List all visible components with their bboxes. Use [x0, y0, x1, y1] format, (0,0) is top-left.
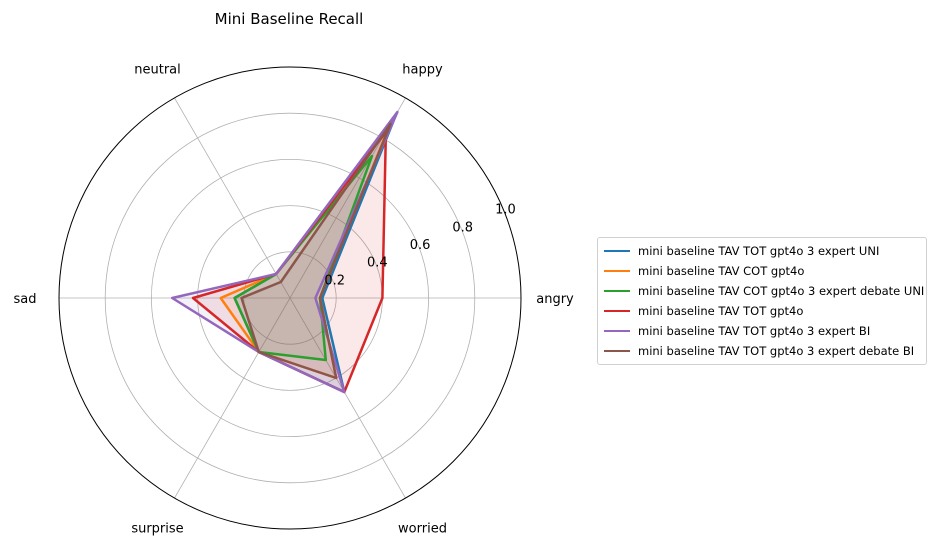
legend-label: mini baseline TAV TOT gpt4o — [638, 304, 804, 318]
radar-series — [170, 110, 399, 394]
category-label: surprise — [131, 521, 183, 536]
legend-swatch — [604, 310, 630, 312]
polar-frame — [58, 66, 522, 530]
radial-tick-label: 1.0 — [495, 203, 516, 218]
radial-tick-label: 0.4 — [367, 256, 388, 271]
legend-item: mini baseline TAV TOT gpt4o 3 expert BI — [604, 321, 920, 341]
legend-label: mini baseline TAV TOT gpt4o 3 expert deb… — [638, 344, 915, 358]
category-label: sad — [14, 292, 37, 307]
legend-swatch — [604, 270, 630, 272]
radial-tick-label: 0.8 — [452, 220, 473, 235]
category-label: angry — [536, 292, 574, 307]
radar-labels: 0.2 0.4 0.6 0.8 1.0 angry happy neutral sad surpr… — [14, 63, 575, 537]
legend-swatch — [604, 350, 630, 352]
series-line — [240, 122, 392, 380]
legend-swatch — [604, 250, 630, 252]
series-line — [233, 154, 374, 362]
legend-item: mini baseline TAV COT gpt4o — [604, 261, 920, 281]
grid-spoke — [174, 97, 291, 299]
radial-tick-label: 0.6 — [410, 238, 431, 253]
grid-spoke — [174, 297, 291, 499]
series-fill — [241, 124, 391, 378]
chart-title: Mini Baseline Recall — [215, 10, 364, 28]
legend-label: mini baseline TAV TOT gpt4o 3 expert BI — [638, 324, 871, 338]
category-label: neutral — [134, 63, 181, 78]
legend-item: mini baseline TAV TOT gpt4o 3 expert deb… — [604, 341, 920, 361]
radial-tick-label: 0.2 — [324, 273, 345, 288]
category-label: happy — [402, 63, 443, 78]
series-fill — [220, 126, 390, 378]
series-fill — [234, 114, 397, 392]
series-fill — [234, 156, 372, 360]
legend-label: mini baseline TAV COT gpt4o 3 expert deb… — [638, 284, 925, 298]
grid-spoke — [289, 297, 406, 499]
legend-label: mini baseline TAV COT gpt4o — [638, 264, 805, 278]
series-fill — [172, 112, 398, 392]
legend-swatch — [604, 330, 630, 332]
legend-swatch — [604, 290, 630, 292]
legend-label: mini baseline TAV TOT gpt4o 3 expert UNI — [638, 244, 880, 258]
legend-item: mini baseline TAV TOT gpt4o — [604, 301, 920, 321]
legend-item: mini baseline TAV COT gpt4o 3 expert deb… — [604, 281, 924, 301]
series-line — [170, 110, 399, 394]
category-label: worried — [398, 521, 447, 536]
legend-item: mini baseline TAV TOT gpt4o 3 expert UNI — [604, 241, 920, 261]
legend: mini baseline TAV TOT gpt4o 3 expert UNI… — [597, 237, 927, 365]
radar-grid — [58, 66, 522, 530]
